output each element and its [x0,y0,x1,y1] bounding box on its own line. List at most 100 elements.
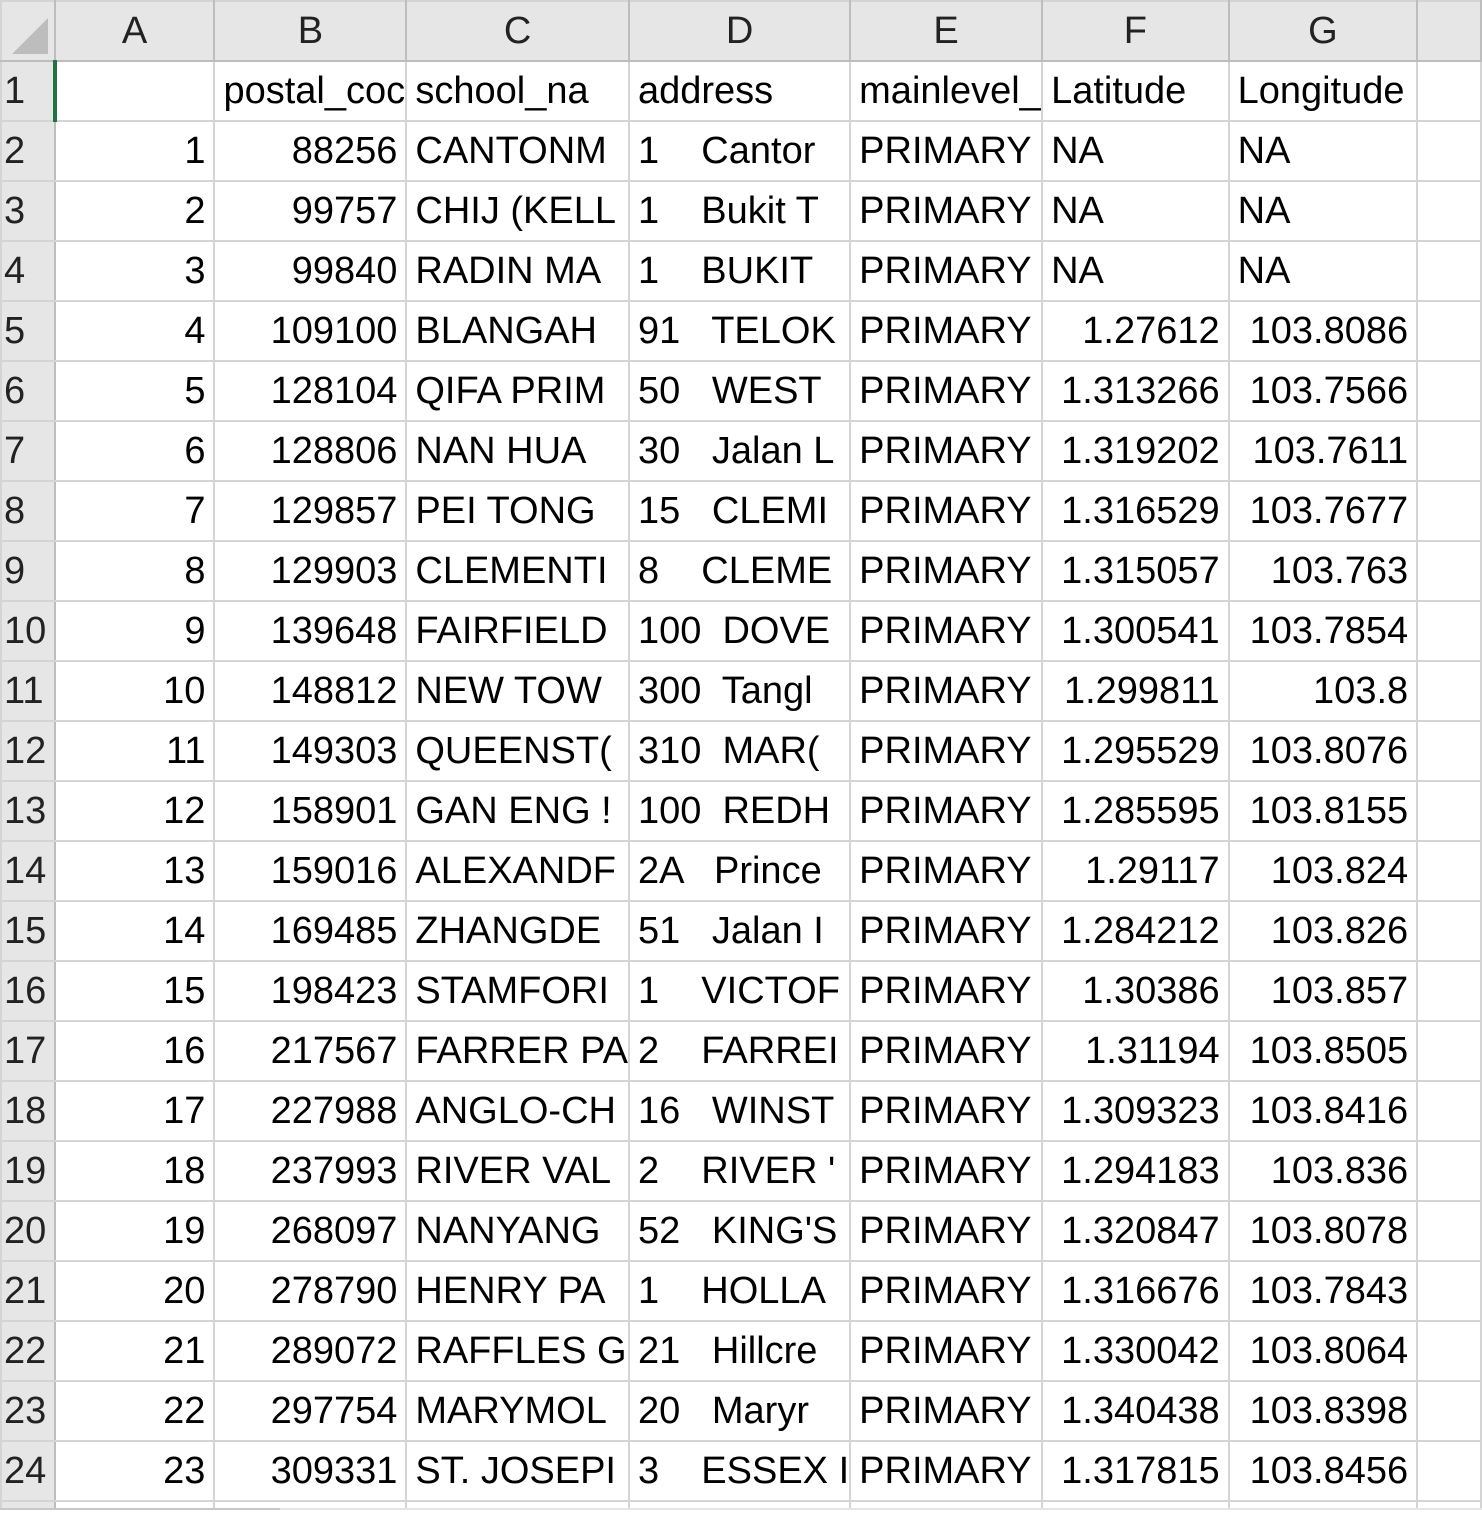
cell[interactable]: NA [1227,120,1419,182]
cell[interactable]: 1.340438 [1041,1380,1230,1442]
row-header[interactable]: 17 [0,1020,56,1082]
cell[interactable] [1416,1260,1482,1322]
cell[interactable]: 129857 [213,480,408,542]
cell[interactable] [1416,720,1482,782]
cell[interactable]: 2 [53,180,216,242]
row-header[interactable]: 1 [0,60,57,122]
cell[interactable]: ALEXANDF [405,840,630,902]
cell[interactable]: 1.319202 [1041,420,1230,482]
cell[interactable]: 1 VICTOF [627,960,852,1022]
select-all-button[interactable] [0,0,56,62]
cell[interactable]: 1.294183 [1041,1140,1230,1202]
cell[interactable]: 1.27612 [1041,300,1230,362]
cell[interactable]: PRIMARY [849,720,1044,782]
cell[interactable]: 300 Tangl [627,660,852,722]
cell[interactable]: MARYMOL [405,1380,630,1442]
cell[interactable]: NA [1227,240,1419,302]
cell[interactable]: NANYANG [405,1200,630,1262]
cell[interactable]: PRIMARY [849,480,1044,542]
cell[interactable] [1416,540,1482,602]
cell[interactable]: address [627,60,852,122]
cell[interactable]: 1.320847 [1041,1200,1230,1262]
cell[interactable]: 5 [53,360,216,422]
cell[interactable] [1416,240,1482,302]
cell[interactable]: 129903 [213,540,408,602]
cell[interactable]: 103.836 [1227,1140,1419,1202]
cell[interactable] [53,60,216,122]
cell[interactable]: 100 REDH [627,780,852,842]
row-header[interactable]: 12 [0,720,56,782]
cell[interactable]: NAN HUA [405,420,630,482]
cell[interactable] [1416,1140,1482,1202]
cell[interactable]: 268097 [213,1200,408,1262]
cell[interactable]: 30 Jalan L [627,420,852,482]
cell[interactable]: QUEENST( [405,720,630,782]
row-header[interactable]: 21 [0,1260,56,1322]
cell[interactable]: PRIMARY [849,1380,1044,1442]
cell[interactable]: 103.824 [1227,840,1419,902]
cell[interactable]: 1.315057 [1041,540,1230,602]
cell[interactable]: 20 Maryr [627,1380,852,1442]
cell[interactable]: Latitude [1041,60,1230,122]
cell[interactable]: 52 KING'S [627,1200,852,1262]
cell[interactable]: 158901 [213,780,408,842]
row-header[interactable]: 2 [0,120,56,182]
cell[interactable]: NA [1041,240,1230,302]
cell[interactable]: 1.330042 [1041,1320,1230,1382]
cell[interactable]: STAMFORI [405,960,630,1022]
cell[interactable]: 103.8064 [1227,1320,1419,1382]
column-header-c[interactable]: C [405,0,630,62]
cell[interactable] [1416,900,1482,962]
cell[interactable]: 2A Prince [627,840,852,902]
cell[interactable] [1416,960,1482,1022]
cell[interactable]: ST. JOSEPI [405,1440,630,1502]
cell[interactable]: 4 [53,300,216,362]
cell[interactable]: 103.8505 [1227,1020,1419,1082]
cell[interactable]: 1.309323 [1041,1080,1230,1142]
cell[interactable]: 8 [53,540,216,602]
column-header-h[interactable] [1416,0,1482,62]
row-header[interactable]: 15 [0,900,56,962]
cell[interactable]: 99840 [213,240,408,302]
cell[interactable]: 1.300541 [1041,600,1230,662]
cell[interactable]: 103.8398 [1227,1380,1419,1442]
cell[interactable]: 103.8078 [1227,1200,1419,1262]
cell[interactable]: 88256 [213,120,408,182]
cell[interactable]: ZHANGDE [405,900,630,962]
cell[interactable]: postal_coc [213,60,408,122]
cell[interactable]: 8 CLEME [627,540,852,602]
cell[interactable]: PRIMARY [849,840,1044,902]
cell[interactable]: GAN ENG ! [405,780,630,842]
row-header[interactable]: 3 [0,180,56,242]
cell[interactable]: ANGLO-CH [405,1080,630,1142]
cell[interactable]: NA [1041,120,1230,182]
cell[interactable]: 103.826 [1227,900,1419,962]
column-header-f[interactable]: F [1041,0,1230,62]
cell[interactable]: school_na [405,60,630,122]
cell[interactable]: 237993 [213,1140,408,1202]
cell[interactable]: RIVER VAL [405,1140,630,1202]
cell[interactable]: NEW TOW [405,660,630,722]
cell[interactable]: CHIJ (KELL [405,180,630,242]
cell[interactable]: 103.763 [1227,540,1419,602]
row-header[interactable]: 20 [0,1200,56,1262]
cell[interactable]: HENRY PA [405,1260,630,1322]
cell[interactable]: 1 [53,120,216,182]
cell[interactable]: 1.313266 [1041,360,1230,422]
cell[interactable] [1416,840,1482,902]
cell[interactable]: PRIMARY [849,420,1044,482]
cell[interactable]: PRIMARY [849,900,1044,962]
cell[interactable]: 6 [53,420,216,482]
cell[interactable]: PRIMARY [849,1020,1044,1082]
cell[interactable]: 1 BUKIT [627,240,852,302]
cell[interactable]: PRIMARY [849,1200,1044,1262]
cell[interactable]: 139648 [213,600,408,662]
cell[interactable]: 15 [53,960,216,1022]
cell[interactable]: 103.7677 [1227,480,1419,542]
cell[interactable]: RAFFLES G [405,1320,630,1382]
cell[interactable]: PRIMARY [849,240,1044,302]
cell[interactable]: FARRER PA [405,1020,630,1082]
cell[interactable]: PRIMARY [849,1440,1044,1502]
cell[interactable]: Longitude [1227,60,1419,122]
column-header-d[interactable]: D [627,0,852,62]
